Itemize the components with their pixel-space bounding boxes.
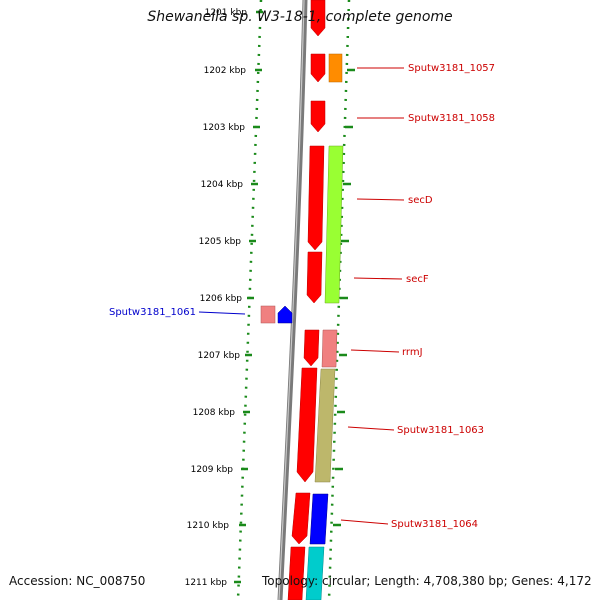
tick-label-1204: 1204 kbp (201, 180, 244, 190)
cog-block (321, 329, 338, 368)
cds-arrow (296, 367, 318, 483)
gene-label-secf: secF (406, 274, 429, 285)
reverse-arrow (277, 305, 293, 324)
cog-block (324, 145, 344, 304)
cog-block (314, 368, 336, 483)
reverse-strand-genes (260, 305, 293, 324)
cds-arrow (303, 329, 320, 367)
cds-arrow (306, 251, 323, 304)
cog-track (305, 53, 344, 600)
cds-arrow (310, 53, 326, 83)
backbone-ring (277, 0, 308, 600)
inner-dotted-track (236, 0, 263, 600)
tick-label-1208: 1208 kbp (193, 408, 236, 418)
tick-label-1202: 1202 kbp (204, 66, 247, 76)
cds-arrow (310, 100, 326, 133)
gene-label-sputw3181-1058: Sputw3181_1058 (408, 113, 495, 124)
topology-text: Topology: circular; Length: 4,708,380 bp… (262, 574, 592, 588)
gene-label-secd: secD (408, 195, 433, 206)
map-title: Shewanella sp. W3-18-1, complete genome (147, 9, 453, 25)
tick-label-1210: 1210 kbp (187, 521, 230, 531)
reverse-block (260, 305, 276, 324)
cds-arrow (291, 492, 311, 545)
ticks-right (333, 68, 355, 527)
gene-label-sputw3181-1057: Sputw3181_1057 (408, 63, 495, 74)
outer-dotted-track (327, 0, 351, 600)
cog-block (305, 546, 325, 600)
cds-arrow (310, 0, 326, 37)
gene-label-sputw3181-1064: Sputw3181_1064 (391, 519, 478, 530)
cds-arrow (287, 546, 306, 600)
gene-label-sputw3181-1061: Sputw3181_1061 (109, 307, 196, 318)
cds-arrow (307, 145, 325, 251)
tick-label-1203: 1203 kbp (203, 123, 246, 133)
tick-label-1209: 1209 kbp (191, 465, 234, 475)
cog-block (309, 493, 329, 545)
tick-label-1207: 1207 kbp (198, 351, 241, 361)
ticks-left (234, 10, 263, 584)
accession-text: Accession: NC_008750 (9, 574, 146, 588)
tick-label-1201: 1201 kbp (205, 8, 248, 18)
tick-label-1211: 1211 kbp (185, 578, 228, 588)
cds-track-inner (287, 0, 326, 600)
tick-label-1205: 1205 kbp (199, 237, 242, 247)
tick-label-1206: 1206 kbp (200, 294, 243, 304)
leader-lines (198, 67, 405, 525)
gene-label-sputw3181-1063: Sputw3181_1063 (397, 425, 484, 436)
cog-block (328, 53, 343, 83)
gene-label-rrmj: rrmJ (402, 347, 423, 358)
